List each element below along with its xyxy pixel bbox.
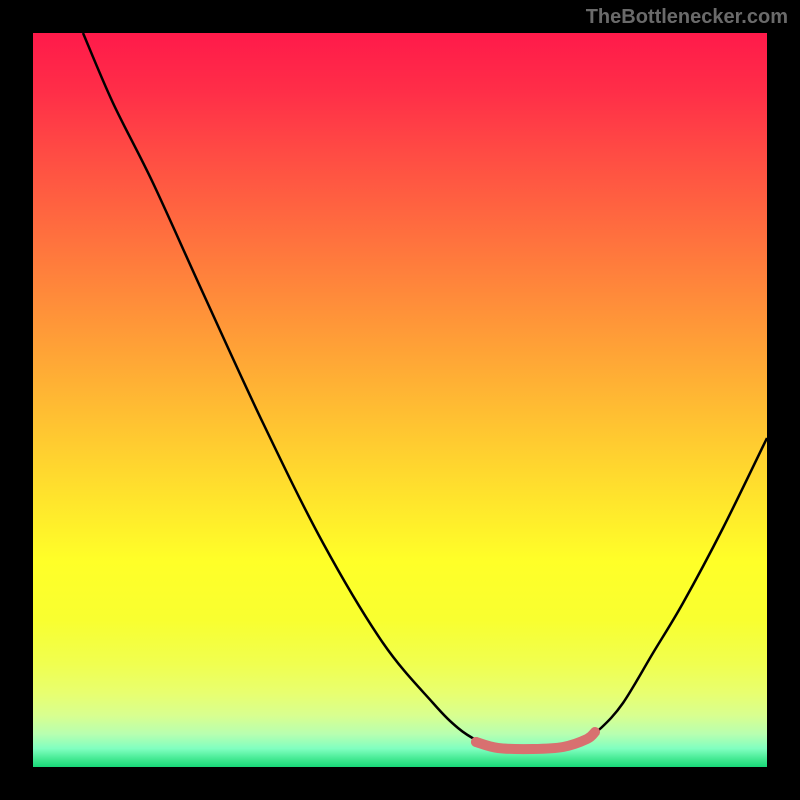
- watermark-text: TheBottlenecker.com: [586, 6, 788, 29]
- optimal-range-segment: [476, 732, 595, 749]
- optimal-range-start-dot: [471, 737, 481, 747]
- bottleneck-curve: [83, 33, 767, 748]
- plot-area: [33, 33, 767, 767]
- curve-layer: [33, 33, 767, 767]
